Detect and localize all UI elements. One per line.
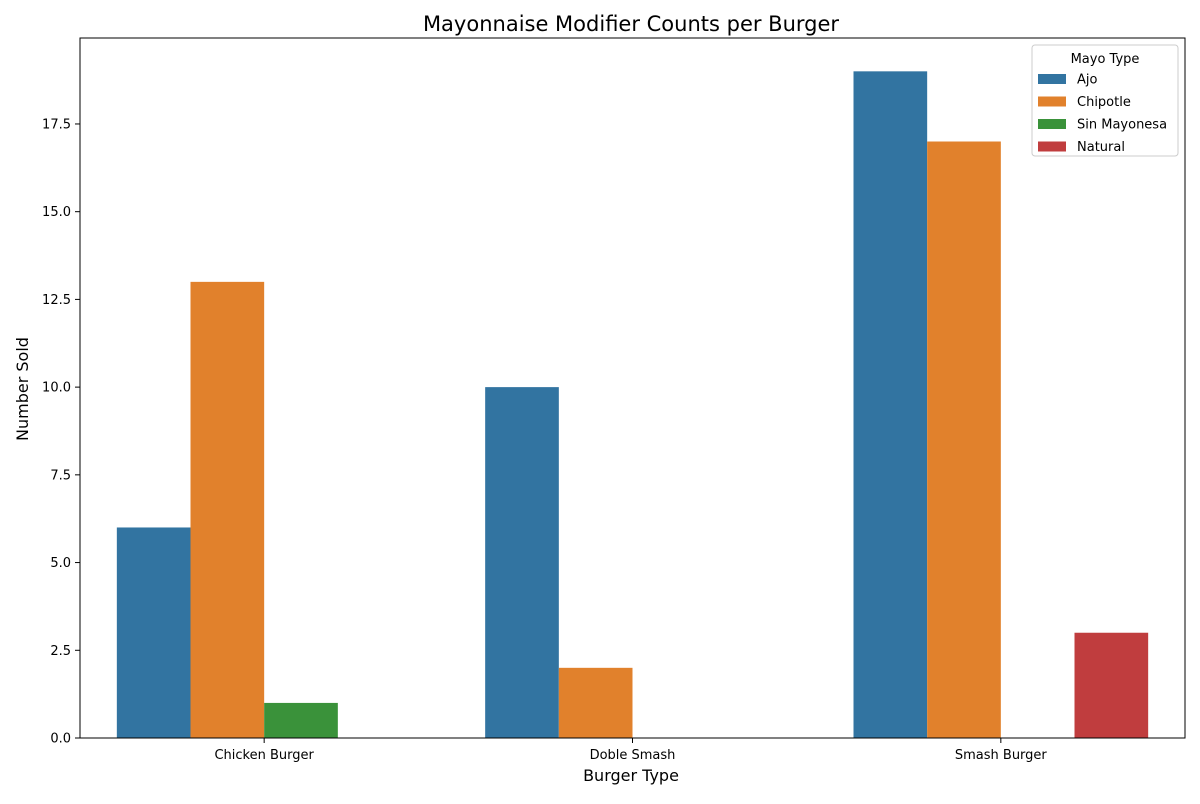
y-axis: 0.0 2.5 5.0 7.5 10.0 12.5 15.0 17.5 (42, 117, 80, 747)
legend: Mayo Type Ajo Chipotle Sin Mayonesa Natural (1031, 44, 1179, 157)
x-tick-label: Doble Smash (590, 748, 676, 763)
bar-chipotle-smash-burger (927, 141, 1001, 738)
y-tick-label: 5.0 (50, 556, 71, 571)
legend-items: Ajo Chipotle Sin Mayonesa Natural (1038, 73, 1167, 155)
y-tick-label: 2.5 (50, 644, 71, 659)
legend-swatch (1038, 119, 1066, 129)
y-tick-label: 0.0 (50, 732, 71, 747)
legend-swatch (1038, 141, 1066, 152)
legend-label: Chipotle (1077, 95, 1131, 110)
bar-chipotle-chicken-burger (190, 281, 265, 738)
bars-layer (116, 71, 1149, 739)
bar-ajo-smash-burger (853, 71, 928, 739)
y-tick-label: 7.5 (50, 468, 71, 483)
y-axis-title: Number Sold (13, 337, 32, 441)
bar-sin-mayonesa-chicken-burger (264, 702, 338, 738)
legend-box (1031, 44, 1179, 157)
legend-label: Natural (1077, 140, 1125, 155)
y-tick-label: 15.0 (42, 205, 71, 220)
legend-label: Sin Mayonesa (1077, 118, 1167, 133)
x-axis: Chicken Burger Doble Smash Smash Burger (214, 738, 1047, 763)
x-tick-label: Chicken Burger (214, 748, 314, 763)
y-tick-label: 10.0 (42, 381, 71, 396)
bar-ajo-doble-smash (485, 387, 559, 738)
bar-ajo-chicken-burger (116, 527, 191, 738)
y-tick-label: 17.5 (42, 117, 71, 132)
x-axis-title: Burger Type (583, 766, 679, 785)
legend-swatch (1038, 74, 1066, 84)
bar-chipotle-doble-smash (558, 667, 633, 738)
legend-title: Mayo Type (1071, 52, 1140, 67)
legend-label: Ajo (1077, 73, 1098, 88)
x-tick-label: Smash Burger (955, 748, 1048, 763)
chart-title: Mayonnaise Modifier Counts per Burger (423, 12, 839, 36)
bar-natural-smash-burger (1074, 632, 1149, 738)
legend-swatch (1038, 96, 1066, 107)
y-tick-label: 12.5 (42, 293, 71, 308)
